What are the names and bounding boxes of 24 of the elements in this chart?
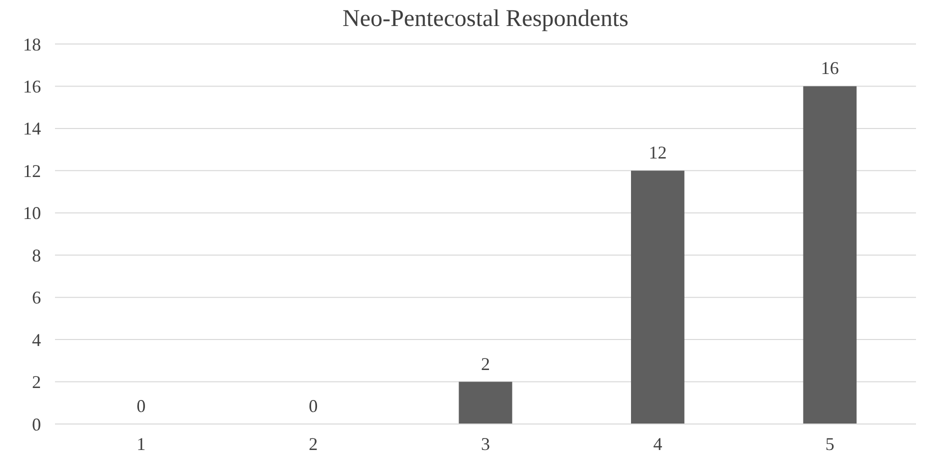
data-label: 0	[308, 396, 318, 416]
y-tick-label: 14	[23, 118, 41, 139]
y-tick-label: 4	[32, 330, 41, 350]
data-label: 0	[136, 396, 146, 416]
y-tick-label: 6	[32, 288, 41, 308]
y-tick-label: 2	[32, 372, 41, 392]
x-tick-label: 4	[653, 434, 662, 454]
x-tick-label: 2	[308, 434, 318, 454]
bar	[631, 170, 684, 424]
bar	[803, 86, 857, 424]
data-label: 2	[481, 354, 490, 374]
data-label: 12	[648, 142, 667, 163]
data-label: 16	[820, 58, 839, 78]
chart-title: Neo-Pentecostal Respondents	[342, 6, 628, 32]
y-tick-label: 16	[23, 76, 41, 97]
y-tick-label: 12	[23, 160, 41, 181]
y-tick-label: 18	[23, 34, 41, 54]
x-tick-label: 1	[136, 434, 146, 454]
y-tick-label: 8	[32, 245, 41, 266]
bar	[458, 382, 512, 424]
x-tick-label: 5	[825, 434, 834, 454]
y-tick-label: 0	[32, 414, 41, 434]
x-tick-label: 3	[481, 434, 490, 454]
y-tick-label: 10	[23, 203, 41, 224]
